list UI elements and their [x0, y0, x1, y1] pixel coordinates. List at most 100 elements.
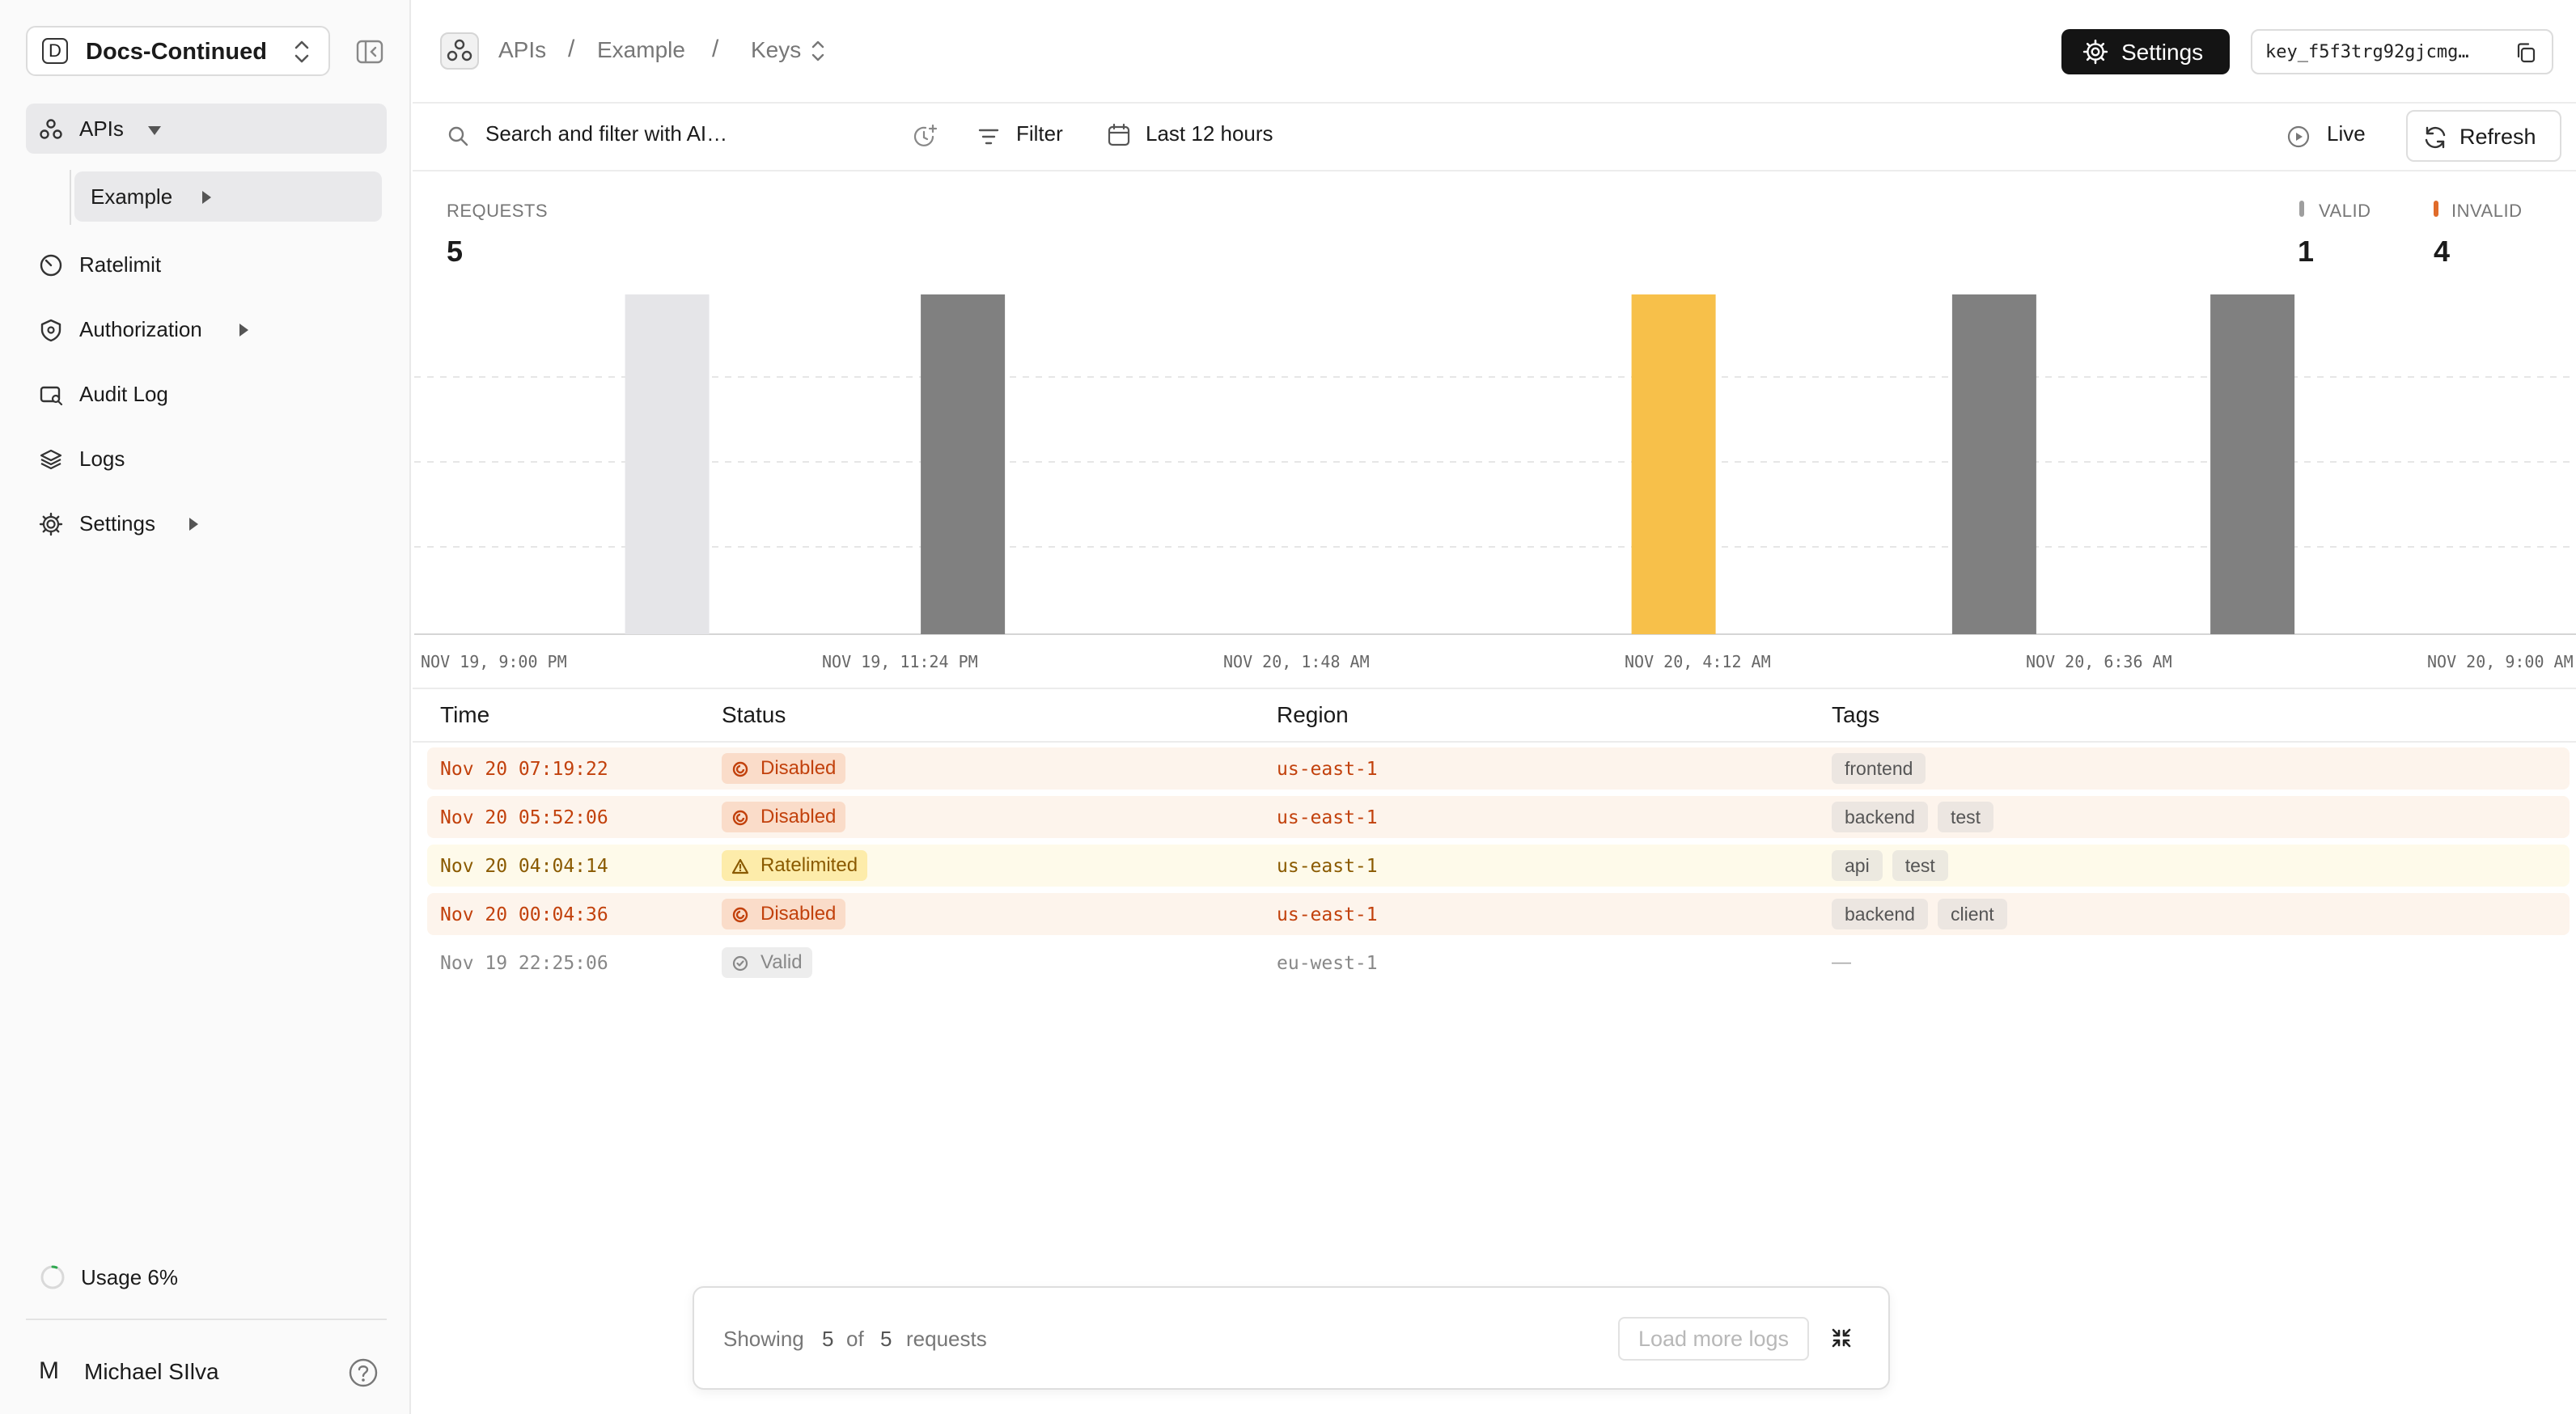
status-badge: Disabled	[722, 802, 846, 832]
ai-history-icon[interactable]	[911, 123, 938, 150]
row-tags: backend client	[1832, 899, 2017, 929]
load-more-button[interactable]: Load more logs	[1618, 1317, 1809, 1361]
filter-bar: Search and filter with AI… Filter Last 1…	[413, 104, 2576, 171]
sidebar-divider	[26, 1319, 387, 1320]
minimize-icon[interactable]	[1830, 1327, 1853, 1349]
status-label: Valid	[761, 951, 803, 973]
status-label: Disabled	[761, 806, 837, 828]
tag-chip: backend	[1832, 802, 1928, 832]
invalid-legend-swatch	[2434, 201, 2438, 217]
bar-disabled-1[interactable]	[921, 294, 1006, 634]
sidebar-item-label: Audit Log	[79, 382, 168, 406]
table-top-border	[413, 688, 2576, 689]
x-tick-label: NOV 20, 9:00 AM	[2427, 652, 2574, 671]
settings-button-label: Settings	[2121, 40, 2204, 65]
key-id: key_f5f3trg92gjcmg…	[2265, 42, 2469, 62]
key-id-field[interactable]: key_f5f3trg92gjcmg…	[2251, 29, 2553, 74]
row-region: eu-west-1	[1277, 953, 1378, 974]
requests-count: 5	[447, 235, 464, 268]
invalid-count: 4	[2434, 235, 2451, 268]
sidebar-item-authorization[interactable]: Authorization	[26, 304, 387, 354]
caret-right-icon	[239, 324, 248, 337]
row-time: Nov 20 04:04:14	[440, 856, 608, 877]
usage-indicator[interactable]: Usage 6%	[39, 1264, 178, 1295]
copy-icon[interactable]	[2515, 41, 2537, 64]
x-tick-label: NOV 20, 6:36 AM	[2026, 652, 2172, 671]
refresh-button-label: Refresh	[2459, 125, 2536, 149]
table-row[interactable]: Nov 19 22:25:06 Valid eu-west-1 —	[427, 942, 2570, 984]
help-icon[interactable]	[348, 1357, 379, 1388]
table-row[interactable]: Nov 20 05:52:06 Disabled us-east-1 backe…	[427, 796, 2570, 838]
table-row[interactable]: Nov 20 04:04:14 Ratelimited us-east-1 ap…	[427, 845, 2570, 887]
bar-ratelimited-2[interactable]	[1631, 294, 1716, 634]
table-row[interactable]: Nov 20 07:19:22 Disabled us-east-1 front…	[427, 747, 2570, 790]
x-tick-label: NOV 19, 9:00 PM	[421, 652, 567, 671]
check-circle-icon	[732, 955, 748, 972]
col-tags[interactable]: Tags	[1832, 702, 1880, 727]
no-tags: —	[1832, 951, 1851, 973]
valid-legend-swatch	[2299, 201, 2304, 217]
sidebar-item-label: Example	[91, 184, 173, 209]
refresh-button[interactable]: Refresh	[2406, 110, 2561, 162]
search-input[interactable]: Search and filter with AI…	[485, 121, 728, 146]
caret-right-icon	[189, 518, 198, 531]
footer-requests: requests	[906, 1327, 987, 1351]
valid-label: VALID	[2319, 201, 2371, 221]
status-label: Disabled	[761, 757, 837, 779]
sidebar-item-ratelimit[interactable]: Ratelimit	[26, 239, 387, 290]
requests-label: REQUESTS	[447, 201, 549, 221]
sidebar-collapse-icon[interactable]	[356, 39, 383, 65]
sidebar-item-logs[interactable]: Logs	[26, 434, 387, 484]
sidebar-item-audit-log[interactable]: Audit Log	[26, 369, 387, 419]
tag-chip: api	[1832, 850, 1883, 881]
gear-icon	[2082, 39, 2108, 65]
row-region: us-east-1	[1277, 807, 1378, 828]
filter-button[interactable]: Filter	[1016, 121, 1063, 146]
footer-of: of	[846, 1327, 864, 1351]
status-label: Disabled	[761, 903, 837, 925]
settings-button[interactable]: Settings	[2061, 29, 2230, 74]
col-time[interactable]: Time	[440, 702, 490, 727]
breadcrumb-apis[interactable]: APIs	[498, 37, 547, 62]
breadcrumb-separator: /	[712, 36, 719, 62]
user-name: Michael SIlva	[84, 1359, 219, 1384]
sidebar-item-label: Authorization	[79, 317, 202, 341]
row-region: us-east-1	[1277, 856, 1378, 877]
row-region: us-east-1	[1277, 904, 1378, 925]
x-tick-label: NOV 19, 11:24 PM	[822, 652, 978, 671]
row-time: Nov 20 00:04:36	[440, 904, 608, 925]
layers-icon	[40, 449, 62, 470]
breadcrumb-keys[interactable]: Keys	[751, 37, 802, 62]
x-tick-label: NOV 20, 4:12 AM	[1625, 652, 1771, 671]
caret-down-icon	[148, 126, 161, 135]
live-toggle[interactable]: Live	[2327, 121, 2366, 146]
apis-icon[interactable]	[440, 32, 479, 70]
bar-valid-0[interactable]	[625, 294, 710, 634]
tag-chip: frontend	[1832, 753, 1926, 784]
row-time: Nov 19 22:25:06	[440, 953, 608, 974]
bar-disabled-3[interactable]	[1951, 294, 2036, 634]
workspace-switcher[interactable]: D Docs-Continued	[26, 26, 330, 76]
sidebar-item-apis[interactable]: APIs	[26, 104, 387, 154]
submenu-guide	[70, 170, 71, 225]
col-status[interactable]: Status	[722, 702, 786, 727]
table-row[interactable]: Nov 20 00:04:36 Disabled us-east-1 backe…	[427, 893, 2570, 935]
requests-chart	[414, 294, 2576, 635]
user-menu[interactable]: M Michael SIlva	[39, 1356, 379, 1391]
ban-icon	[732, 761, 748, 777]
breadcrumb-example[interactable]: Example	[597, 37, 685, 62]
play-circle-icon	[2287, 125, 2310, 148]
top-bar: APIs / Example / Keys Settings key_f5f3t…	[413, 0, 2576, 104]
sidebar-item-settings[interactable]: Settings	[26, 498, 387, 548]
time-range-button[interactable]: Last 12 hours	[1146, 121, 1273, 146]
workspace-avatar: D	[42, 38, 68, 64]
bar-disabled-4[interactable]	[2210, 294, 2295, 634]
sidebar-item-example[interactable]: Example	[74, 171, 382, 222]
refresh-icon	[2425, 126, 2446, 149]
status-badge: Disabled	[722, 899, 846, 929]
col-region[interactable]: Region	[1277, 702, 1349, 727]
status-badge: Valid	[722, 947, 812, 978]
status-badge: Ratelimited	[722, 850, 868, 881]
filter-icon	[978, 129, 999, 145]
chevron-up-down-icon[interactable]	[809, 37, 827, 65]
